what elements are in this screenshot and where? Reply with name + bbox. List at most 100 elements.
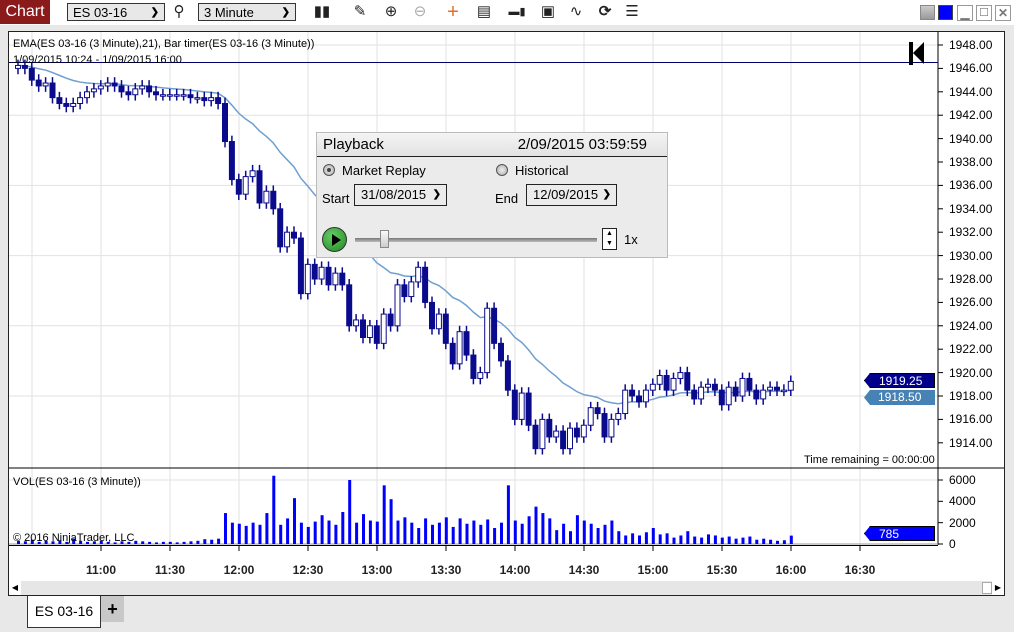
tab-es-03-16[interactable]: ES 03-16 [27, 596, 101, 628]
playback-title-bar[interactable]: Playback 2/09/2015 03:59:59 [317, 133, 667, 157]
zoom-in-icon[interactable]: ⊕ [384, 3, 398, 20]
price-tick-label: 1934.00 [949, 201, 993, 216]
end-date-value: 12/09/2015 [533, 187, 599, 202]
link-blue-button[interactable] [938, 5, 953, 20]
candle-down [546, 418, 553, 438]
volume-bar [148, 541, 152, 544]
candle-down [387, 313, 394, 327]
chart-canvas[interactable] [0, 0, 1014, 600]
time-tick-label: 13:30 [430, 563, 462, 577]
strategy-icon[interactable]: ∿ [569, 3, 583, 20]
volume-bar [134, 540, 138, 544]
speed-spinner[interactable]: ▲ ▼ [602, 228, 617, 250]
instrument-select[interactable]: ES 03-16 ❯ [67, 3, 165, 21]
volume-bar [644, 532, 648, 544]
playback-slider-thumb[interactable] [380, 230, 390, 248]
interval-select[interactable]: 3 Minute ❯ [198, 3, 296, 21]
volume-bar [679, 535, 683, 544]
chart-menu-button[interactable]: Chart [0, 0, 50, 24]
volume-tick-label: 2000 [949, 515, 976, 530]
properties-icon[interactable]: ☰ [625, 3, 639, 20]
close-icon[interactable]: ✕ [995, 5, 1011, 21]
price-tick-label: 1924.00 [949, 318, 993, 333]
market-replay-radio[interactable] [323, 164, 335, 176]
chart-panel[interactable] [8, 31, 1005, 596]
playback-title: Playback [323, 136, 384, 153]
price-tick-label: 1936.00 [949, 178, 993, 193]
zoom-out-icon[interactable]: ⊖ [413, 3, 427, 20]
candle-up [615, 413, 622, 420]
maximize-icon[interactable]: ☐ [976, 5, 992, 21]
volume-bar [313, 521, 317, 544]
candle-down [711, 383, 718, 391]
start-date-select[interactable]: 31/08/2015 ❯ [354, 184, 447, 206]
play-icon [332, 234, 341, 246]
volume-bar [203, 539, 207, 544]
horizontal-scrollbar[interactable]: ◀ ▶ [9, 581, 1004, 595]
volume-bar [437, 522, 441, 544]
scroll-thumb[interactable] [982, 582, 992, 594]
crosshair-icon[interactable]: + [447, 1, 459, 23]
candle-down [360, 319, 366, 339]
candle-down [222, 103, 228, 143]
historical-label[interactable]: Historical [515, 163, 569, 178]
spin-down-icon[interactable]: ▼ [606, 240, 613, 247]
candle-down [146, 85, 153, 93]
candle-down [470, 354, 477, 379]
volume-bar [230, 522, 234, 544]
play-button[interactable] [322, 227, 347, 252]
pencil-icon[interactable]: ✎ [353, 3, 367, 20]
candle-up [477, 372, 484, 379]
search-icon[interactable]: ⚲ [173, 3, 185, 20]
scroll-left-icon[interactable]: ◀ [9, 581, 21, 595]
price-tick-label: 1930.00 [949, 248, 993, 263]
chart-trader-icon[interactable]: ▣ [540, 3, 556, 20]
volume-indicator-label: VOL(ES 03-16 (3 Minute)) [13, 476, 141, 488]
candle-up [77, 97, 84, 105]
candle-down [753, 389, 760, 400]
minimize-icon[interactable]: ▁ [957, 5, 973, 21]
volume-bar [465, 523, 469, 544]
data-box-icon[interactable]: ▤ [476, 3, 492, 20]
volume-bar [541, 513, 545, 544]
playback-speed-track[interactable] [355, 238, 597, 242]
jump-to-end-icon[interactable] [909, 42, 913, 65]
candle-down [311, 263, 318, 280]
date-range-label: 1/09/2015 10:24 - 1/09/2015 16:00 [13, 54, 182, 66]
volume-bar [99, 540, 103, 544]
order-flow-icon[interactable]: ▬▮ [508, 6, 526, 18]
historical-radio[interactable] [496, 164, 508, 176]
candle-down [291, 231, 297, 239]
volume-bar [782, 540, 786, 544]
candle-up [159, 94, 166, 97]
volume-bar [368, 520, 372, 544]
volume-bar [23, 541, 27, 544]
candle-down [629, 389, 636, 397]
scroll-right-icon[interactable]: ▶ [992, 581, 1004, 595]
candle-down [684, 372, 691, 391]
volume-bar [603, 524, 607, 544]
market-replay-label[interactable]: Market Replay [342, 163, 426, 178]
volume-bar [161, 541, 165, 544]
candle-down [463, 331, 470, 356]
candle-up [97, 85, 104, 90]
volume-bar [493, 527, 497, 544]
candle-down [532, 424, 539, 450]
candle-up [353, 319, 360, 327]
volume-bar [320, 515, 324, 544]
indicator-label: EMA(ES 03-16 (3 Minute),21), Bar timer(E… [13, 38, 315, 50]
interval-value: 3 Minute [204, 5, 254, 20]
jump-to-end-arrow [913, 42, 924, 64]
playback-panel[interactable]: Playback 2/09/2015 03:59:59 Market Repla… [316, 132, 668, 258]
candle-up [484, 307, 491, 374]
time-tick-label: 12:00 [223, 563, 255, 577]
candle-down [125, 91, 132, 96]
link-gray-button[interactable] [920, 5, 935, 20]
reload-icon[interactable]: ⟳ [598, 3, 612, 20]
end-date-select[interactable]: 12/09/2015 ❯ [526, 184, 617, 206]
candle-up [518, 392, 525, 420]
bar-type-icon[interactable]: ▮▮ [313, 3, 331, 20]
add-tab-button[interactable]: + [101, 596, 124, 622]
volume-bar [713, 535, 717, 544]
spin-up-icon[interactable]: ▲ [606, 230, 613, 237]
